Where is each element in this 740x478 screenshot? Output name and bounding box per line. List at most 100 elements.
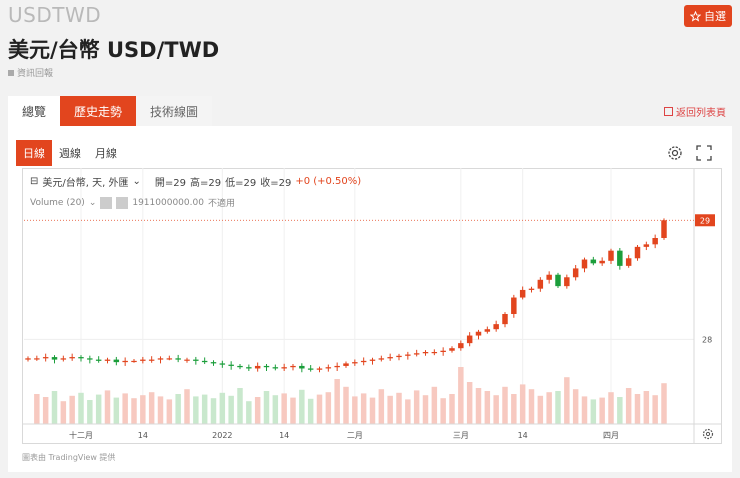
- volume-bar: [148, 392, 155, 424]
- x-tick-label: 2022: [212, 431, 232, 440]
- candle: [413, 349, 420, 357]
- candle-body: [396, 355, 402, 358]
- volume-bar: [396, 392, 402, 424]
- candle-body: [281, 367, 287, 369]
- candle: [316, 366, 323, 373]
- interval-weekly[interactable]: 週線: [59, 147, 81, 160]
- candle: [131, 358, 137, 363]
- volume-bar: [413, 390, 420, 424]
- x-tick-label: 三月: [453, 431, 469, 440]
- candle-body: [405, 354, 411, 356]
- volume-bar: [458, 367, 464, 424]
- candle-body: [78, 357, 84, 359]
- candle-body: [272, 367, 279, 369]
- volume-bar: [564, 377, 570, 424]
- volume-na: 不適用: [207, 199, 235, 209]
- candle: [34, 355, 40, 361]
- volume-bar: [95, 394, 102, 424]
- volume-bar: [572, 389, 579, 424]
- legend-symbol[interactable]: 美元/台幣, 天, 外匯: [42, 178, 129, 189]
- collapse-icon[interactable]: ⊟: [30, 176, 39, 187]
- candle: [307, 365, 314, 372]
- candle-body: [210, 362, 217, 364]
- back-to-list-link[interactable]: 返回列表頁: [664, 104, 726, 119]
- candle: [502, 312, 508, 328]
- candle-body: [652, 238, 658, 245]
- candle: [343, 361, 349, 368]
- candle: [175, 354, 181, 363]
- candle: [69, 353, 75, 361]
- chart-frame: [22, 168, 722, 444]
- chart-legend: ⊟ 美元/台幣, 天, 外匯 ⌄ 開=29 高=29 低=29 收=29 +0 …: [30, 174, 361, 189]
- volume-label[interactable]: Volume (20): [30, 197, 85, 208]
- volume-bar: [422, 395, 429, 424]
- candle-body: [290, 365, 296, 368]
- volume-bar: [343, 386, 349, 424]
- candle-body: [157, 358, 164, 360]
- candle: [652, 234, 658, 249]
- volume-bar: [608, 392, 614, 424]
- symbol-dropdown-icon[interactable]: ⌄: [132, 176, 141, 187]
- report-label: 資訊回報: [17, 69, 54, 79]
- volume-bar: [634, 394, 641, 424]
- candle-body: [237, 365, 243, 368]
- x-tick-label: 14: [138, 431, 148, 440]
- tab-technical-chart[interactable]: 技術線圖: [136, 96, 213, 126]
- candle-body: [352, 362, 358, 364]
- candle-body: [511, 297, 517, 314]
- volume-settings-icon[interactable]: [100, 196, 113, 209]
- candle-body: [625, 258, 632, 266]
- legend-close: 收=29: [260, 178, 292, 189]
- candle-body: [219, 363, 226, 365]
- volume-bar: [166, 399, 173, 424]
- interval-daily[interactable]: 日線: [16, 140, 52, 166]
- volume-dropdown-icon[interactable]: ⌄: [88, 197, 97, 208]
- volume-bar: [369, 397, 376, 424]
- candle-body: [131, 360, 137, 363]
- volume-bar: [555, 391, 561, 424]
- volume-bar: [113, 397, 120, 424]
- tab-overview[interactable]: 總覽: [8, 96, 61, 126]
- candle: [555, 272, 561, 289]
- candle-body: [228, 364, 234, 366]
- candle: [95, 356, 102, 363]
- candle-body: [201, 360, 208, 363]
- volume-bar: [263, 391, 270, 424]
- volume-bar: [237, 388, 243, 424]
- add-favorite-button[interactable]: 自選: [684, 5, 732, 27]
- volume-bar: [502, 386, 508, 424]
- candle-body: [60, 358, 67, 360]
- candle-body: [466, 335, 473, 344]
- candlesticks: [25, 218, 667, 373]
- volume-bar: [299, 389, 305, 424]
- interval-monthly[interactable]: 月線: [95, 147, 117, 160]
- volume-bar: [122, 393, 128, 424]
- volume-bar: [307, 398, 314, 424]
- volume-bar: [652, 395, 658, 424]
- fullscreen-icon[interactable]: [696, 145, 712, 161]
- candle: [148, 356, 155, 363]
- candle-body: [175, 358, 181, 360]
- candle: [25, 356, 31, 362]
- candle-body: [413, 353, 420, 355]
- candle: [537, 277, 544, 292]
- page-title: 美元/台幣 USD/TWD: [8, 38, 220, 62]
- candle-body: [634, 246, 641, 259]
- legend-open: 開=29: [154, 178, 186, 189]
- volume-bar: [466, 382, 473, 424]
- candle: [87, 355, 93, 364]
- chart-settings-icon[interactable]: [666, 144, 684, 162]
- report-link[interactable]: 資訊回報: [8, 66, 53, 79]
- star-icon: [690, 10, 701, 22]
- tab-history[interactable]: 歷史走勢: [60, 96, 137, 126]
- volume-bar: [104, 390, 111, 424]
- volume-bar: [60, 401, 67, 424]
- volume-bar: [449, 394, 455, 424]
- volume-remove-icon[interactable]: [116, 196, 129, 209]
- candle: [246, 364, 252, 371]
- candle: [475, 329, 482, 340]
- candle: [281, 363, 287, 371]
- volume-bar: [175, 394, 181, 424]
- candle: [387, 353, 393, 361]
